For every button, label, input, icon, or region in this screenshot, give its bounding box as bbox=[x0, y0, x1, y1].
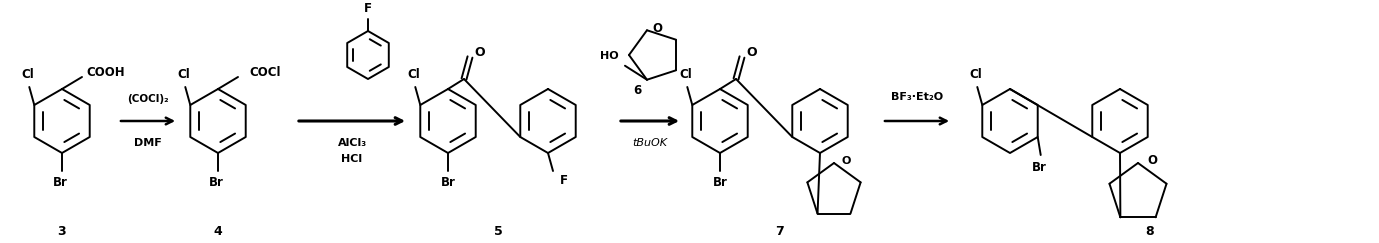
Text: O: O bbox=[746, 46, 757, 60]
Text: O: O bbox=[1147, 155, 1157, 167]
Text: 3: 3 bbox=[58, 225, 66, 237]
Text: Cl: Cl bbox=[969, 69, 982, 81]
Text: Br: Br bbox=[1033, 160, 1047, 174]
Text: (COCl)₂: (COCl)₂ bbox=[127, 94, 168, 104]
Text: F: F bbox=[560, 174, 568, 188]
Text: O: O bbox=[841, 156, 851, 166]
Text: Cl: Cl bbox=[21, 69, 33, 81]
Text: AlCl₃: AlCl₃ bbox=[338, 138, 367, 148]
Text: Br: Br bbox=[440, 176, 455, 190]
Text: Br: Br bbox=[713, 176, 728, 190]
Text: O: O bbox=[474, 46, 485, 60]
Text: Br: Br bbox=[52, 176, 68, 190]
Text: HCl: HCl bbox=[342, 154, 363, 164]
Text: Br: Br bbox=[208, 176, 223, 190]
Text: HO: HO bbox=[600, 51, 618, 61]
Text: BF₃·Et₂O: BF₃·Et₂O bbox=[891, 92, 943, 102]
Text: COCl: COCl bbox=[250, 66, 281, 78]
Text: 6: 6 bbox=[633, 85, 641, 97]
Text: Cl: Cl bbox=[678, 69, 692, 81]
Text: Cl: Cl bbox=[407, 69, 419, 81]
Text: 5: 5 bbox=[494, 225, 502, 237]
Text: tBuOK: tBuOK bbox=[633, 138, 667, 148]
Text: DMF: DMF bbox=[134, 138, 161, 148]
Text: 8: 8 bbox=[1146, 225, 1154, 237]
Text: Cl: Cl bbox=[177, 69, 190, 81]
Text: COOH: COOH bbox=[87, 67, 125, 79]
Text: O: O bbox=[652, 22, 662, 35]
Text: F: F bbox=[364, 2, 372, 16]
Text: 7: 7 bbox=[775, 225, 785, 237]
Text: 4: 4 bbox=[214, 225, 222, 237]
